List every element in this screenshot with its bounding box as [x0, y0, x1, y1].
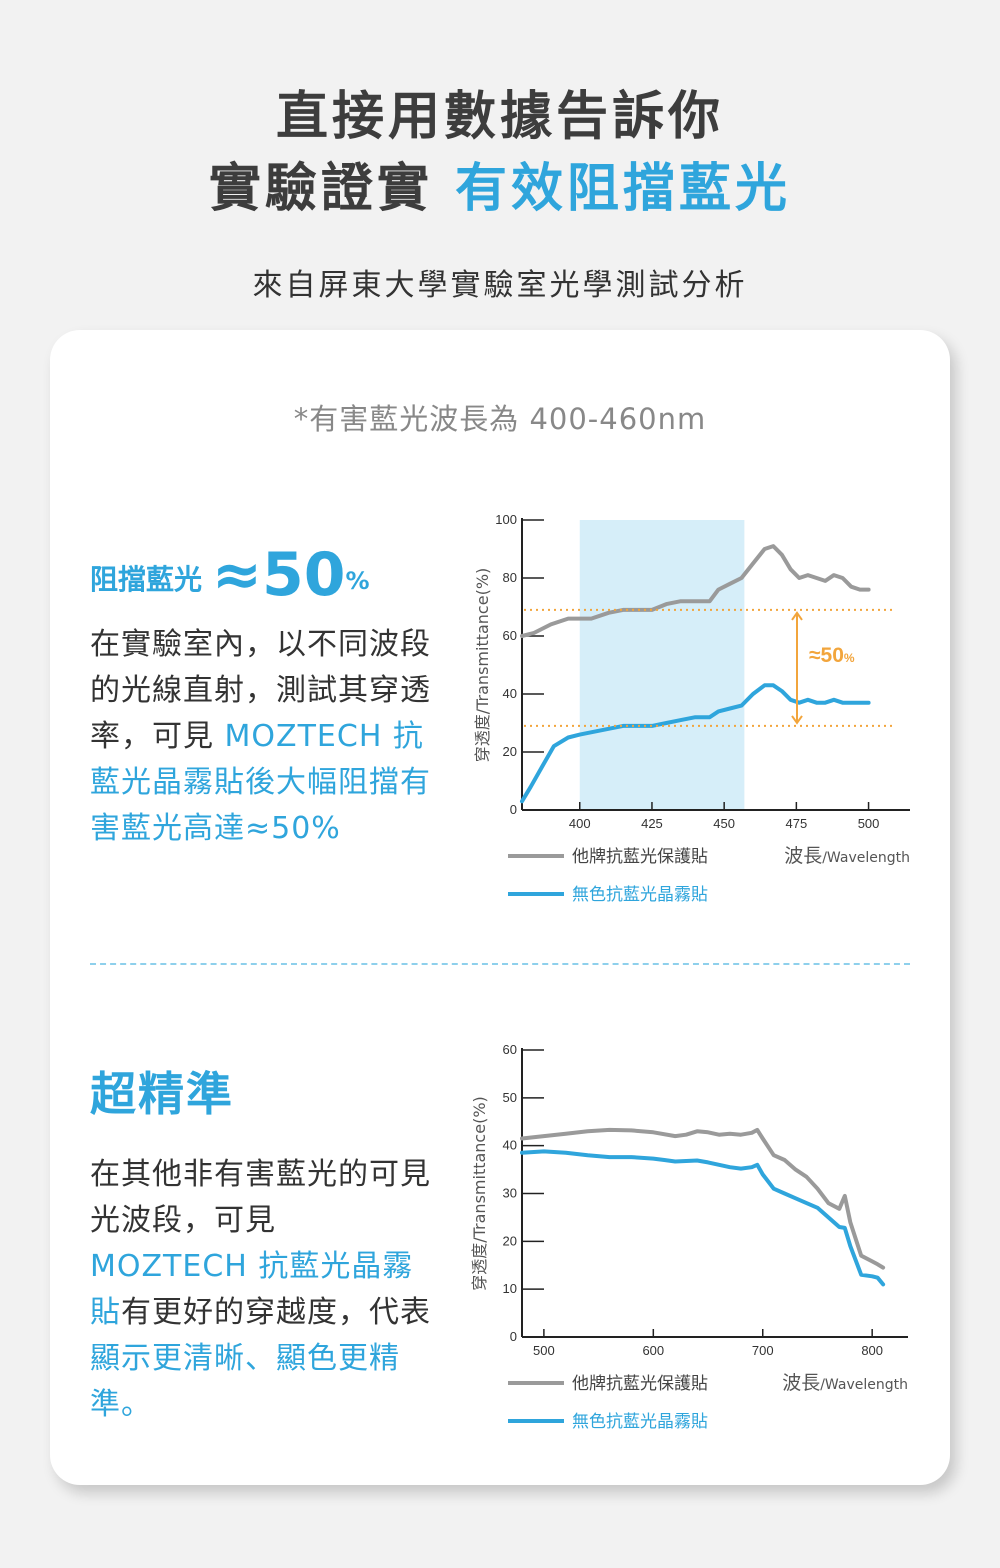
y-tick-label-20: 20 — [503, 744, 517, 759]
y-axis-label: 穿透度/Transmittance(%) — [473, 568, 492, 763]
y-tick-label-100: 100 — [495, 512, 517, 527]
section1-headline-label: 阻擋藍光 — [90, 563, 203, 596]
page-title-line1: 直接用數據告訴你 — [275, 87, 724, 147]
x-tick-label-500: 500 — [533, 1343, 555, 1358]
blue-light-note: *有害藍光波長為 400-460nm — [293, 402, 707, 436]
section-divider — [90, 963, 910, 965]
y-tick-label-80: 80 — [503, 570, 517, 585]
series-line-2 — [520, 1149, 886, 1287]
y-tick-label-60: 60 — [503, 628, 517, 643]
x-axis-label-zh: 波長 — [782, 1372, 820, 1394]
section2-headline: 超精準 — [90, 1067, 234, 1121]
x-tick-label-400: 400 — [569, 816, 591, 831]
page-title-line2: 實驗證實 有效阻擋藍光 — [0, 146, 1000, 221]
section1-body-highlight: MOZTECH 抗藍光晶霧貼後大幅阻擋有害藍光高達≈50% — [90, 719, 431, 846]
annotation-value: ≈50 — [809, 644, 844, 667]
y-tick-label-10: 10 — [503, 1281, 517, 1296]
series-line-1 — [520, 1127, 886, 1270]
y-tick-label-20: 20 — [503, 1233, 517, 1248]
x-tick-label-600: 600 — [642, 1343, 664, 1358]
legend-label-2: 無色抗藍光晶霧貼 — [572, 1412, 708, 1432]
y-axis-label: 穿透度/Transmittance(%) — [470, 1096, 489, 1291]
section2-body-highlight2: 顯示更清晰、顯色更精準。 — [90, 1341, 400, 1422]
legend-label-1: 他牌抗藍光保護貼 — [572, 847, 708, 867]
legend-label-2: 無色抗藍光晶霧貼 — [572, 885, 708, 905]
blue-light-chart: 0 20 40 60 80 100 400 425 450 475 500 穿透度/Transmitt… — [473, 512, 910, 905]
x-axis-label-en: /Wavelength — [822, 850, 910, 866]
title-dark-part: 實驗證實 — [208, 159, 433, 219]
section1-body-plain: 在實驗室內，以不同波段的光線直射，測試其穿透率，可見 — [90, 627, 431, 754]
title-accent-part: 有效阻擋藍光 — [455, 159, 792, 219]
series-line-1 — [520, 544, 871, 638]
y-tick-label-30: 30 — [503, 1186, 517, 1201]
x-axis-label-en: /Wavelength — [820, 1377, 908, 1393]
blue-light-band — [579, 520, 745, 810]
y-tick-label-0: 0 — [510, 802, 517, 817]
x-tick-label-475: 475 — [786, 816, 808, 831]
series-line-2 — [520, 683, 871, 804]
section2-body-highlight1: MOZTECH 抗藍光晶霧貼 — [90, 1249, 414, 1330]
page-subtitle: 來自屏東大學實驗室光學測試分析 — [252, 268, 748, 303]
y-tick-label-40: 40 — [503, 1138, 517, 1153]
annotation-label: ≈50% — [809, 644, 855, 667]
annotation-arrow-head-bottom — [791, 715, 803, 725]
x-axis-label-zh: 波長 — [784, 845, 822, 867]
content-card — [50, 330, 950, 1485]
section1-headline: 阻擋藍光 ≈50% — [90, 540, 370, 610]
section1-body: 在實驗室內，以不同波段的光線直射，測試其穿透率，可見 MOZTECH 抗藍光晶霧… — [90, 622, 435, 852]
section2-body-plain2: 有更好的穿越度，代表 — [121, 1295, 431, 1330]
x-tick-label-500: 500 — [858, 816, 880, 831]
section1-headline-unit: % — [345, 567, 370, 595]
visible-light-chart: 0 10 20 30 40 50 60 500 600 700 800 穿透度/Transmittan… — [470, 1042, 908, 1432]
x-axis-label: 波長/Wavelength — [782, 1372, 908, 1394]
legend-label-1: 他牌抗藍光保護貼 — [572, 1374, 708, 1394]
x-tick-label-450: 450 — [713, 816, 735, 831]
x-axis-label: 波長/Wavelength — [784, 845, 910, 867]
annotation-unit: % — [844, 651, 855, 665]
y-tick-label-50: 50 — [503, 1090, 517, 1105]
annotation-arrow-head-top — [791, 611, 803, 621]
y-tick-label-60: 60 — [503, 1042, 517, 1057]
section1-headline-value: ≈50 — [211, 540, 346, 610]
y-tick-label-40: 40 — [503, 686, 517, 701]
section2-body-plain1: 在其他非有害藍光的可見光波段，可見 — [90, 1157, 431, 1238]
x-tick-label-800: 800 — [861, 1343, 883, 1358]
x-tick-label-425: 425 — [641, 816, 663, 831]
x-tick-label-700: 700 — [752, 1343, 774, 1358]
section2-body: 在其他非有害藍光的可見光波段，可見 MOZTECH 抗藍光晶霧貼有更好的穿越度，… — [90, 1152, 435, 1428]
y-tick-label-0: 0 — [510, 1329, 517, 1344]
